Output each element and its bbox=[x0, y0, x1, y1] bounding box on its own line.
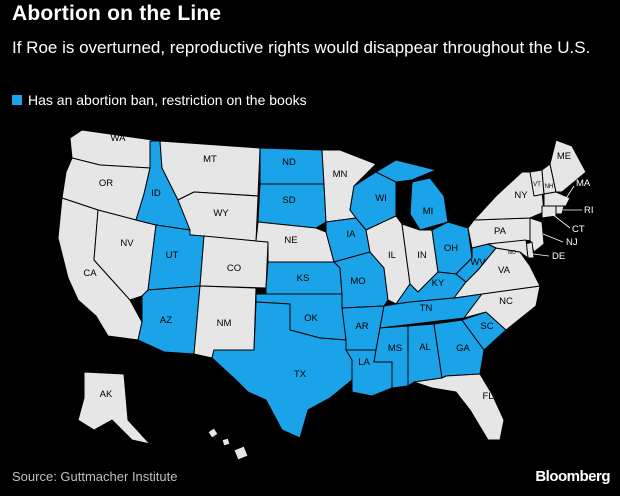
label-ID: ID bbox=[151, 188, 161, 199]
label-NH: NH bbox=[545, 184, 554, 190]
label-OK: OK bbox=[304, 313, 318, 324]
label-RI: RI bbox=[584, 205, 594, 216]
external-labels: MA RI CT NJ DE bbox=[552, 178, 594, 262]
label-MI: MI bbox=[423, 206, 434, 217]
legend: Has an abortion ban, restriction on the … bbox=[12, 92, 307, 108]
label-WY: WY bbox=[213, 208, 229, 219]
label-NY: NY bbox=[514, 190, 528, 201]
label-IN: IN bbox=[417, 250, 427, 261]
label-SC: SC bbox=[480, 321, 493, 332]
label-MS: MS bbox=[388, 343, 402, 354]
label-WV: WV bbox=[470, 257, 486, 268]
state-labels: WA OR CA NV ID MT WY UT AZ CO NM ND SD N… bbox=[83, 133, 571, 402]
leader-CT bbox=[551, 213, 571, 229]
label-TX: TX bbox=[294, 369, 307, 380]
label-AR: AR bbox=[355, 321, 368, 332]
state-FL bbox=[413, 373, 505, 441]
state-RI bbox=[555, 205, 565, 215]
label-PA: PA bbox=[494, 226, 507, 237]
label-MD: MD bbox=[508, 250, 516, 256]
label-FL: FL bbox=[482, 391, 493, 402]
leader-DE bbox=[532, 253, 550, 257]
leader-NJ bbox=[542, 233, 564, 243]
label-VT: VT bbox=[533, 182, 541, 188]
label-DE: DE bbox=[552, 251, 565, 262]
label-NJ: NJ bbox=[566, 237, 578, 248]
label-NE: NE bbox=[284, 235, 297, 246]
label-TN: TN bbox=[420, 303, 433, 314]
leader-MA bbox=[564, 185, 575, 201]
label-AK: AK bbox=[100, 389, 113, 400]
label-AL: AL bbox=[419, 342, 431, 353]
label-KY: KY bbox=[432, 278, 445, 289]
label-LA: LA bbox=[358, 357, 370, 368]
label-IA: IA bbox=[347, 229, 357, 240]
label-UT: UT bbox=[166, 250, 179, 261]
legend-swatch bbox=[12, 95, 22, 105]
label-CA: CA bbox=[83, 268, 97, 279]
state-AK bbox=[77, 371, 151, 445]
label-MT: MT bbox=[203, 154, 217, 165]
label-MN: MN bbox=[333, 169, 348, 180]
state-SD bbox=[257, 183, 327, 229]
state-HI bbox=[207, 427, 249, 461]
label-WI: WI bbox=[375, 193, 387, 204]
state-MT bbox=[159, 140, 261, 201]
label-NV: NV bbox=[120, 238, 134, 249]
map-title: Abortion on the Line bbox=[12, 2, 222, 25]
label-KS: KS bbox=[297, 273, 310, 284]
label-MO: MO bbox=[350, 276, 365, 287]
leader-lines bbox=[532, 185, 582, 257]
label-MA: MA bbox=[576, 178, 591, 189]
legend-label: Has an abortion ban, restriction on the … bbox=[28, 92, 307, 108]
label-NM: NM bbox=[217, 318, 232, 329]
label-VA: VA bbox=[498, 265, 511, 276]
label-NC: NC bbox=[499, 296, 513, 307]
state-TX bbox=[211, 301, 353, 439]
source-note: Source: Guttmacher Institute bbox=[12, 469, 178, 484]
label-GA: GA bbox=[456, 343, 470, 354]
state-shapes bbox=[57, 129, 587, 461]
label-CT: CT bbox=[572, 224, 585, 235]
state-MA bbox=[543, 191, 571, 207]
label-SD: SD bbox=[282, 195, 295, 206]
label-OH: OH bbox=[444, 243, 458, 254]
label-CO: CO bbox=[227, 263, 241, 274]
label-ME: ME bbox=[557, 151, 571, 162]
label-AZ: AZ bbox=[160, 315, 172, 326]
label-ND: ND bbox=[282, 157, 296, 168]
label-IL: IL bbox=[388, 250, 396, 261]
state-NJ bbox=[529, 217, 545, 253]
label-OR: OR bbox=[99, 178, 113, 189]
state-CT bbox=[541, 205, 557, 219]
state-CO bbox=[199, 235, 269, 289]
state-MD bbox=[487, 239, 529, 259]
label-WA: WA bbox=[111, 133, 127, 144]
map-subtitle: If Roe is overturned, reproductive right… bbox=[12, 38, 591, 57]
bloomberg-logo: Bloomberg bbox=[535, 468, 610, 485]
